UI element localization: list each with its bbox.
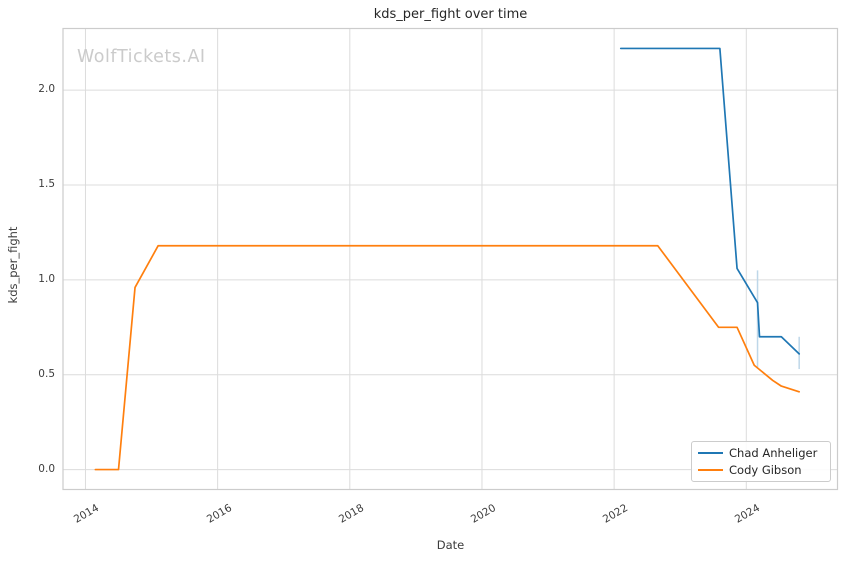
x-axis-label: Date	[436, 538, 465, 552]
series-line-cody-gibson	[94, 244, 801, 471]
legend-line-sample	[698, 452, 723, 455]
watermark: WolfTickets.AI	[77, 47, 206, 67]
y-tick-label: 1.0	[38, 272, 55, 285]
y-tick-label: 0.5	[38, 367, 55, 380]
y-tick-label: 2.0	[38, 83, 55, 96]
y-tick-label: 1.5	[38, 178, 55, 190]
legend-line-sample	[698, 468, 723, 471]
y-tick-label: 0.0	[38, 462, 55, 475]
axes-spines	[62, 27, 839, 491]
chart-title: kds_per_fight over time	[373, 7, 528, 22]
legend: Chad Anheliger Cody Gibson	[691, 441, 831, 482]
series-line-chad-anheliger	[619, 47, 801, 355]
legend-label: Chad Anheliger	[729, 446, 818, 461]
legend-item: Cody Gibson	[698, 463, 824, 477]
legend-label: Cody Gibson	[729, 462, 802, 477]
y-axis-label: kds_per_fight	[6, 226, 20, 304]
legend-item: Chad Anheliger	[698, 446, 824, 460]
